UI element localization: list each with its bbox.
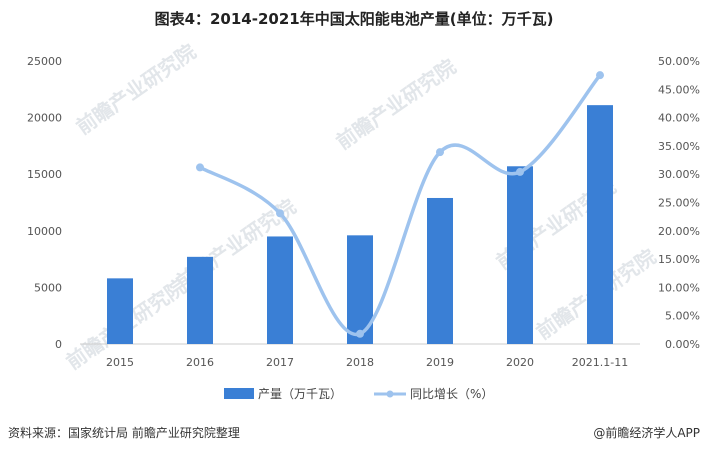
y-left-tick-label: 10000: [27, 225, 62, 238]
legend-line-marker: [386, 390, 394, 398]
watermark-text: 前瞻产业研究院: [72, 39, 200, 139]
y-right-tick-label: 0.00%: [665, 338, 700, 351]
bar: [427, 197, 453, 344]
legend-bar-swatch: [224, 388, 254, 399]
growth-point: [596, 71, 604, 80]
y-right-tick-label: 20.00%: [658, 225, 700, 238]
y-right-tick-label: 50.00%: [658, 55, 700, 68]
x-tick-label: 2020: [506, 356, 534, 369]
y-right-tick-label: 45.00%: [658, 83, 700, 96]
growth-point: [516, 167, 524, 176]
legend-line-label: 同比增长（%）: [410, 387, 493, 401]
y-left-tick-label: 5000: [34, 281, 62, 294]
growth-point: [356, 329, 364, 338]
growth-point: [436, 148, 444, 157]
watermark-text: 前瞻产业研究院: [332, 54, 460, 154]
axes: 0 5000 10000 15000 20000 25000 0.00% 5.00% 10.00…: [27, 55, 700, 351]
bar: [267, 236, 293, 344]
legend: 产量（万千瓦） 同比增长（%）: [224, 387, 493, 401]
x-tick-label: 2018: [346, 356, 374, 369]
growth-point: [196, 163, 204, 172]
brand-label: @前瞻经济学人APP: [593, 425, 700, 440]
y-right-tick-label: 30.00%: [658, 168, 700, 181]
bar: [587, 105, 613, 344]
y-right-tick-label: 25.00%: [658, 197, 700, 210]
source-note: 资料来源：国家统计局 前瞻产业研究院整理: [8, 425, 240, 440]
x-tick-label: 2019: [426, 356, 454, 369]
y-right-tick-label: 35.00%: [658, 140, 700, 153]
y-left-tick-label: 25000: [27, 55, 62, 68]
x-tick-label: 2021.1-11: [572, 356, 628, 369]
y-left-tick-label: 20000: [27, 112, 62, 125]
bar: [107, 278, 133, 344]
x-tick-label: 2017: [266, 356, 294, 369]
growth-point: [276, 209, 284, 218]
y-right-tick-label: 10.00%: [658, 281, 700, 294]
line-series: [196, 71, 604, 338]
legend-bar-label: 产量（万千瓦）: [258, 387, 342, 401]
bar-series: [107, 105, 613, 344]
y-right-tick-label: 15.00%: [658, 253, 700, 266]
x-axis-labels: 2015 2016 2017 2018 2019 2020 2021.1-11: [106, 356, 628, 369]
y-left-tick-label: 0: [55, 338, 62, 351]
y-right-tick-label: 5.00%: [665, 310, 700, 323]
bar: [507, 166, 533, 344]
x-tick-label: 2016: [186, 356, 214, 369]
chart-title: 图表4：2014-2021年中国太阳能电池产量(单位：万千瓦): [155, 10, 554, 28]
y-left-tick-label: 15000: [27, 168, 62, 181]
y-right-tick-label: 40.00%: [658, 112, 700, 125]
bar: [187, 256, 213, 344]
x-tick-label: 2015: [106, 356, 134, 369]
